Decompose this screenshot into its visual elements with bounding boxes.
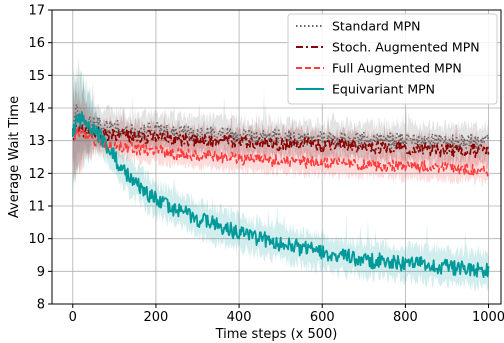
legend-entry-label: Standard MPN [332, 19, 421, 34]
legend-box [287, 13, 498, 105]
axis-ticks: 0 200 400 600 800 1000 8 9 10 11 12 13 14 15 16 17 [28, 4, 504, 326]
x-tick-label: 0 [69, 310, 77, 325]
legend: Standard MPN Stoch. Augmented MPN Full Aug… [287, 13, 498, 105]
x-tick-label: 200 [144, 310, 169, 325]
x-tick-label: 800 [393, 310, 418, 325]
variance-band [72, 57, 489, 191]
y-tick-label: 11 [28, 200, 45, 215]
series-lines [71, 103, 490, 279]
y-tick-label: 15 [28, 69, 45, 84]
y-tick-label: 13 [28, 134, 45, 149]
y-tick-label: 10 [28, 232, 45, 247]
y-tick-label: 16 [28, 36, 45, 51]
x-axis-label: Time steps (x 500) [215, 327, 338, 342]
y-tick-label: 17 [28, 4, 45, 19]
y-tick-label: 14 [28, 102, 45, 117]
variance-band [72, 89, 489, 186]
legend-entry-label: Stoch. Augmented MPN [332, 40, 480, 55]
series-line [71, 123, 490, 159]
y-tick-label: 12 [28, 167, 45, 182]
series-line [72, 103, 490, 151]
y-tick-label: 9 [37, 265, 45, 280]
series-line [71, 111, 490, 279]
legend-entry-label: Full Augmented MPN [332, 61, 462, 76]
x-tick-label: 600 [310, 310, 335, 325]
y-tick-label: 8 [37, 298, 45, 313]
x-tick-label: 1000 [472, 310, 504, 325]
y-axis-label: Average Wait Time [7, 96, 22, 218]
legend-entry-label: Equivariant MPN [332, 82, 435, 97]
series-line [72, 127, 490, 177]
plot-frame [51, 9, 502, 305]
x-tick-label: 400 [227, 310, 252, 325]
